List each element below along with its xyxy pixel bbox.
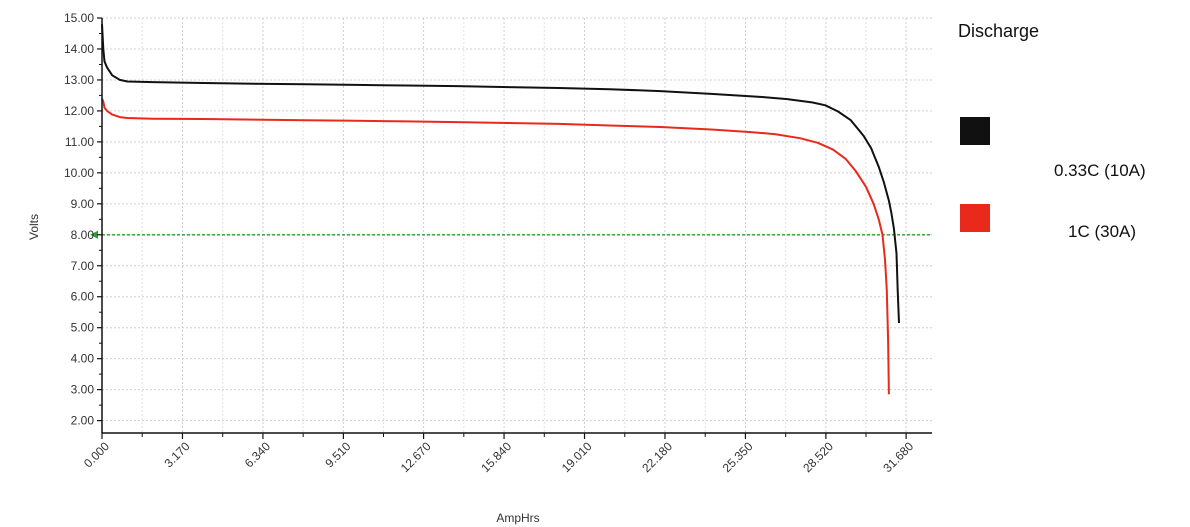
x-tick-label: 15.840 (478, 439, 514, 475)
legend-swatch-black (960, 117, 990, 145)
y-tick-label: 2.00 (71, 414, 95, 428)
x-tick-label: 19.010 (559, 439, 595, 475)
legend-label-033c: 0.33C (10A) (1054, 161, 1146, 180)
x-tick-label: 6.340 (242, 439, 273, 470)
grid (101, 17, 932, 433)
x-tick-label: 12.670 (398, 439, 434, 475)
series-line-0 (101, 24, 900, 324)
y-tick-label: 14.00 (64, 42, 94, 56)
series-layer (101, 24, 900, 395)
discharge-chart: 2.00 3.00 4.00 5.00 6.00 7.00 8.00 9.00 10.00 11.… (27, 11, 932, 525)
y-tick-label: 12.00 (64, 104, 94, 118)
x-tick-label: 9.510 (322, 439, 353, 470)
x-tick-label: 3.170 (161, 439, 192, 470)
y-tick-label: 10.00 (64, 166, 94, 180)
x-tick-label: 22.180 (639, 439, 675, 475)
legend-label-1c: 1C (30A) (1068, 222, 1137, 241)
x-tick-label: 31.680 (880, 439, 916, 475)
series-line-1 (101, 98, 890, 395)
y-tick-label: 13.00 (64, 73, 94, 87)
reference-line-layer (90, 230, 932, 239)
y-tick-label: 7.00 (71, 259, 95, 273)
x-tick-label: 28.520 (800, 439, 836, 475)
legend-title: Discharge (958, 21, 1040, 41)
x-axis-label: AmpHrs (496, 511, 539, 525)
y-tick-label: 6.00 (71, 290, 95, 304)
y-tick-label: 11.00 (65, 135, 94, 149)
y-tick-label: 8.00 (71, 228, 95, 242)
y-tick-label: 15.00 (64, 11, 94, 25)
y-tick-label: 4.00 (71, 352, 95, 366)
x-tick-label: 0.000 (81, 439, 112, 470)
y-axis-label: Volts (27, 214, 41, 240)
reference-marker (90, 230, 98, 239)
y-tick-label: 5.00 (71, 321, 95, 335)
x-tick-label: 25.350 (720, 439, 756, 475)
legend-swatch-red (960, 204, 990, 232)
y-tick-label: 3.00 (71, 383, 95, 397)
y-tick-label: 9.00 (71, 197, 95, 211)
